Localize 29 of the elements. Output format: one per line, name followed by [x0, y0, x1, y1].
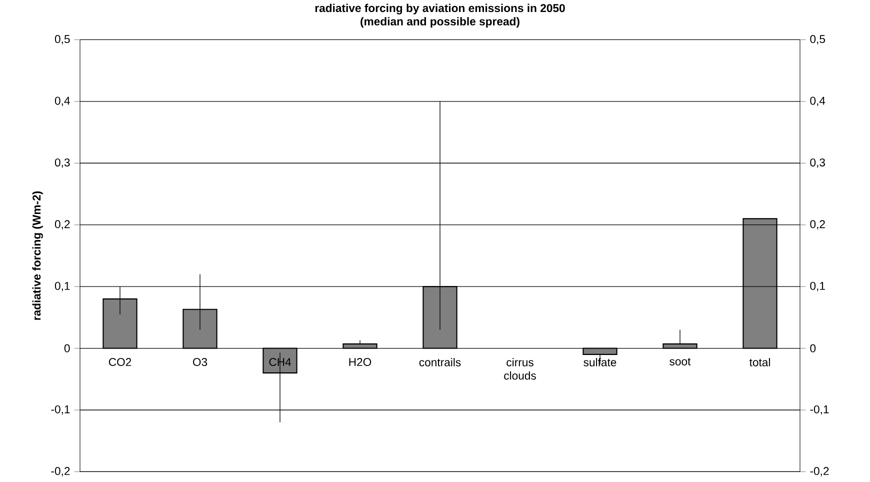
y-tick-label: 0,4 [54, 96, 70, 106]
x-tick-label: CO2 [108, 358, 132, 366]
y2-tick-label: 0,1 [810, 282, 825, 292]
y2-tick-label: 0,2 [810, 220, 825, 230]
chart-title: radiative forcing by aviation emissions in 2050 [315, 4, 565, 15]
y-tick-label: -0,2 [51, 467, 70, 477]
x-tick-label: sulfate [584, 358, 616, 366]
chart-subtitle: (median and possible spread) [360, 17, 520, 28]
y-tick-label: -0,1 [51, 405, 70, 415]
bar [742, 218, 778, 349]
y-tick-label: 0,1 [54, 282, 70, 292]
y-tick-label: 0,3 [54, 158, 70, 168]
x-tick-label: soot [670, 358, 691, 366]
y2-tick-label: 0,5 [810, 35, 826, 45]
x-tick-label: total [749, 358, 770, 366]
y2-tick-label: -0,1 [810, 405, 829, 415]
y-axis-title: radiative forcing (Wm-2) [32, 192, 43, 320]
y2-tick-label: 0 [810, 344, 816, 352]
y2-tick-label: -0,2 [810, 467, 829, 477]
bar [342, 344, 378, 349]
x-tick-label: H2O [349, 358, 372, 366]
y-tick-label: 0 [64, 344, 70, 352]
x-tick-label: O3 [192, 358, 208, 366]
y-tick-label: 0,5 [54, 35, 70, 45]
y2-tick-label: 0,4 [810, 96, 826, 106]
x-tick-label: contrails [419, 358, 461, 366]
x-tick-label: cirrus clouds [504, 358, 536, 380]
y2-tick-label: 0,3 [810, 158, 825, 168]
y-tick-label: 0,2 [54, 220, 70, 230]
